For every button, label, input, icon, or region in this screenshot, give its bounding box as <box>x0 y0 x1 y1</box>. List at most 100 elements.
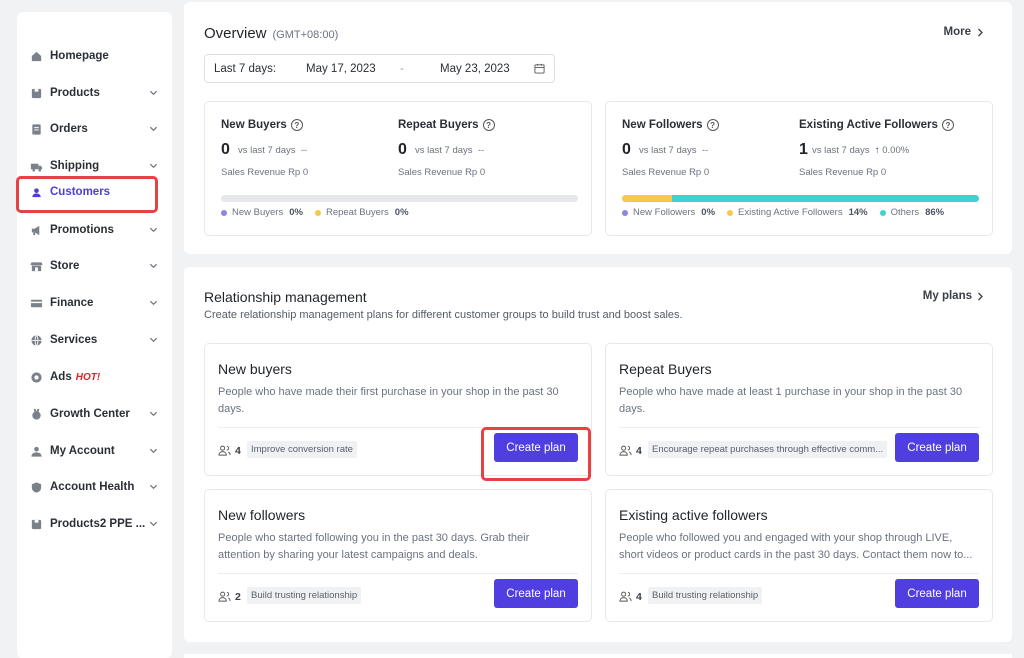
create-plan-button[interactable]: Create plan <box>494 579 578 608</box>
chevron-down-icon <box>149 448 158 454</box>
buyers-bar <box>221 195 578 202</box>
sidebar-item-promotions[interactable]: Promotions <box>17 212 172 248</box>
products-icon <box>30 518 43 531</box>
plan-card-new-followers: New followers People who started followi… <box>204 489 592 622</box>
sidebar-item-label: Orders <box>50 123 88 135</box>
sidebar: Homepage Products Orders Shipping Custom… <box>17 12 172 658</box>
sidebar-item-my-account[interactable]: My Account <box>17 433 172 469</box>
sidebar-item-services[interactable]: Services <box>17 322 172 358</box>
plan-card-existing-active-followers: Existing active followers People who fol… <box>605 489 993 622</box>
new-followers-change: -- <box>701 145 709 156</box>
date-range-picker[interactable]: Last 7 days: May 17, 2023 - May 23, 2023 <box>204 54 555 83</box>
plan-description: People who have made their first purchas… <box>218 386 559 415</box>
legend-new-buyers: New Buyers 0% <box>221 207 303 218</box>
calendar-icon <box>534 63 545 74</box>
sidebar-item-homepage[interactable]: Homepage <box>17 38 172 74</box>
sidebar-item-account-health[interactable]: Account Health <box>17 469 172 505</box>
sidebar-item-finance[interactable]: Finance <box>17 285 172 321</box>
new-followers-revenue: Sales Revenue Rp 0 <box>622 167 710 178</box>
help-icon[interactable]: ? <box>706 119 719 131</box>
users-icon <box>619 445 632 456</box>
chevron-down-icon <box>149 163 158 169</box>
plan-user-count: 4 <box>218 444 241 457</box>
sidebar-item-products2[interactable]: Products2 PPE ... <box>17 506 172 542</box>
plan-count: 4 <box>636 444 642 457</box>
chevron-down-icon <box>149 263 158 269</box>
chevron-down-icon <box>149 411 158 417</box>
existing-followers-change: 0.00% <box>882 145 910 156</box>
bar-segment-others <box>671 195 979 202</box>
sidebar-item-label: My Account <box>50 445 115 457</box>
existing-followers-label-text: Existing Active Followers <box>799 119 938 131</box>
legend-pct: 86% <box>925 207 945 218</box>
repeat-buyers-label-text: Repeat Buyers <box>398 119 479 131</box>
customers-highlight-box <box>16 176 158 213</box>
bar-segment-existing <box>622 195 672 202</box>
buyers-stat-card: New Buyers? 0 vs last 7 days -- Sales Re… <box>204 101 592 236</box>
repeat-buyers-revenue: Sales Revenue Rp 0 <box>398 167 486 178</box>
relationship-panel: Relationship management Create relations… <box>184 267 1012 642</box>
legend-existing-followers: Existing Active Followers 14% <box>727 207 868 218</box>
relationship-subtitle: Create relationship management plans for… <box>204 309 683 321</box>
sidebar-item-label: Products <box>50 87 100 99</box>
divider <box>218 427 578 428</box>
arrow-up-icon: ↑ <box>874 145 880 156</box>
sidebar-item-label: Services <box>50 334 98 346</box>
sidebar-item-label: Promotions <box>50 224 114 236</box>
plan-user-count: 2 <box>218 590 241 603</box>
user-icon <box>30 186 43 199</box>
existing-followers-label: Existing Active Followers? <box>799 119 954 131</box>
sidebar-item-customers[interactable]: Customers <box>17 174 172 210</box>
sidebar-item-label: Ads <box>50 371 72 383</box>
legend-label: New Followers <box>633 207 696 218</box>
more-link[interactable]: More <box>944 26 984 38</box>
date-end: May 23, 2023 <box>440 63 510 75</box>
megaphone-icon <box>30 224 43 237</box>
new-followers-value: 0 <box>622 141 631 158</box>
help-icon[interactable]: ? <box>482 119 495 131</box>
repeat-buyers-vs-text: vs last 7 days <box>415 145 473 156</box>
plan-count: 4 <box>636 590 642 603</box>
repeat-buyers-change: -- <box>477 145 485 156</box>
overview-title-text: Overview <box>204 25 267 42</box>
users-icon <box>218 445 231 456</box>
plan-description: People who started following you in the … <box>218 532 530 561</box>
overview-title: Overview (GMT+08:00) <box>204 25 338 42</box>
sidebar-item-products[interactable]: Products <box>17 75 172 111</box>
plan-tag: Build trusting relationship <box>247 587 362 604</box>
followers-legend: New Followers 0% Existing Active Follower… <box>622 207 944 218</box>
existing-followers-vs: vs last 7 days ↑ 0.00% <box>812 145 909 156</box>
legend-label: Others <box>890 207 920 218</box>
chevron-down-icon <box>149 484 158 490</box>
sidebar-item-shipping[interactable]: Shipping <box>17 148 172 184</box>
sidebar-item-orders[interactable]: Orders <box>17 111 172 147</box>
sidebar-item-label: Growth Center <box>50 408 130 420</box>
help-icon[interactable]: ? <box>290 119 303 131</box>
new-buyers-vs-text: vs last 7 days <box>238 145 296 156</box>
timezone-label: (GMT+08:00) <box>272 29 339 41</box>
sidebar-item-growth-center[interactable]: Growth Center <box>17 396 172 432</box>
plan-description: People who have made at least 1 purchase… <box>619 386 963 415</box>
plan-user-count: 4 <box>619 590 642 603</box>
sidebar-item-label: Finance <box>50 297 94 309</box>
legend-pct: 0% <box>289 207 303 218</box>
create-plan-button[interactable]: Create plan <box>895 579 979 608</box>
buyers-legend: New Buyers 0% Repeat Buyers 0% <box>221 207 409 218</box>
new-buyers-vs: vs last 7 days -- <box>238 145 307 156</box>
orders-icon <box>30 123 43 136</box>
sidebar-item-store[interactable]: Store <box>17 248 172 284</box>
products-icon <box>30 87 43 100</box>
my-plans-link[interactable]: My plans <box>923 290 984 302</box>
legend-label: New Buyers <box>232 207 284 218</box>
plan-count: 2 <box>235 590 241 603</box>
create-plan-button[interactable]: Create plan <box>895 433 979 462</box>
sidebar-item-ads[interactable]: Ads HOT! <box>17 359 172 395</box>
date-separator: - <box>400 63 404 75</box>
create-plan-button[interactable]: Create plan <box>494 433 578 462</box>
date-range-prefix: Last 7 days: <box>214 63 277 75</box>
chevron-down-icon <box>149 90 158 96</box>
globe-icon <box>30 334 43 347</box>
help-icon[interactable]: ? <box>941 119 954 131</box>
users-icon <box>619 591 632 602</box>
new-followers-label: New Followers? <box>622 119 719 131</box>
